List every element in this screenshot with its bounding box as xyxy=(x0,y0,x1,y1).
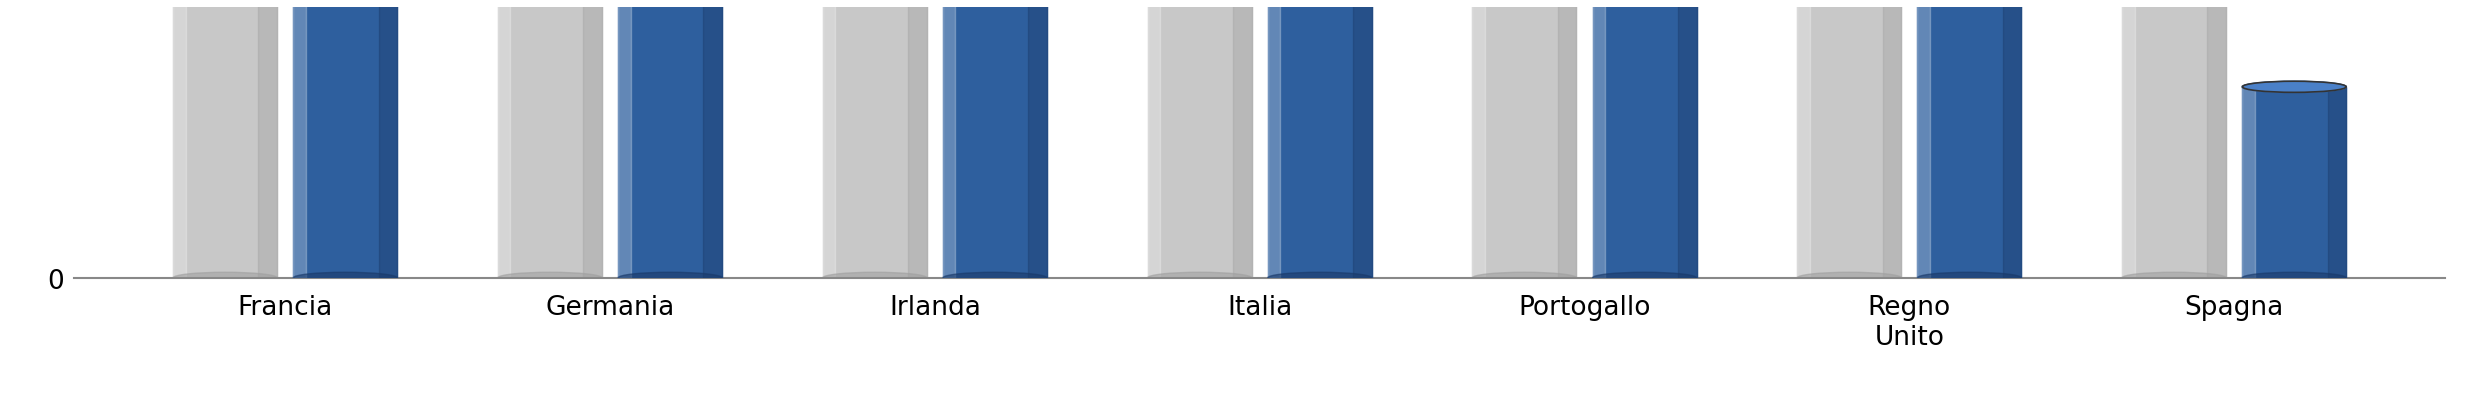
Bar xyxy=(704,0,721,278)
Bar xyxy=(1593,0,1606,278)
Bar xyxy=(823,0,835,278)
Bar xyxy=(2122,0,2225,278)
Bar xyxy=(2327,88,2346,278)
Bar xyxy=(1472,0,1484,278)
Bar xyxy=(1917,0,2020,278)
Bar xyxy=(823,0,926,278)
Bar xyxy=(1472,0,1576,278)
Bar xyxy=(499,0,603,278)
Ellipse shape xyxy=(294,272,398,284)
Ellipse shape xyxy=(2243,82,2346,93)
Bar xyxy=(618,0,630,278)
Ellipse shape xyxy=(499,272,603,284)
Bar xyxy=(618,0,721,278)
Ellipse shape xyxy=(2243,272,2346,284)
Ellipse shape xyxy=(173,272,277,284)
Bar xyxy=(294,0,306,278)
Bar xyxy=(173,0,185,278)
Ellipse shape xyxy=(618,272,721,284)
Ellipse shape xyxy=(944,272,1047,284)
Ellipse shape xyxy=(1472,272,1576,284)
Bar xyxy=(2003,0,2020,278)
Bar xyxy=(1149,0,1161,278)
Bar xyxy=(378,0,398,278)
Ellipse shape xyxy=(1149,272,1252,284)
Bar xyxy=(2243,88,2255,278)
Bar xyxy=(583,0,603,278)
Bar xyxy=(1354,0,1371,278)
Bar xyxy=(1917,0,1929,278)
Ellipse shape xyxy=(1798,272,1902,284)
Ellipse shape xyxy=(1917,272,2020,284)
Bar xyxy=(1267,0,1371,278)
Ellipse shape xyxy=(1593,272,1697,284)
Bar xyxy=(944,0,956,278)
Bar xyxy=(2208,0,2225,278)
Bar xyxy=(1559,0,1576,278)
Bar xyxy=(1677,0,1697,278)
Bar xyxy=(1798,0,1902,278)
Ellipse shape xyxy=(2122,272,2225,284)
Bar xyxy=(1028,0,1047,278)
Ellipse shape xyxy=(823,272,926,284)
Bar xyxy=(1149,0,1252,278)
Bar xyxy=(2122,0,2134,278)
Bar xyxy=(909,0,926,278)
Bar xyxy=(173,0,277,278)
Bar xyxy=(1882,0,1902,278)
Bar xyxy=(499,0,511,278)
Bar xyxy=(1267,0,1279,278)
Bar xyxy=(1593,0,1697,278)
Bar xyxy=(2243,88,2346,278)
Bar xyxy=(259,0,277,278)
Bar xyxy=(294,0,398,278)
Bar xyxy=(944,0,1047,278)
Bar xyxy=(1798,0,1811,278)
Ellipse shape xyxy=(1267,272,1371,284)
Bar xyxy=(1233,0,1252,278)
